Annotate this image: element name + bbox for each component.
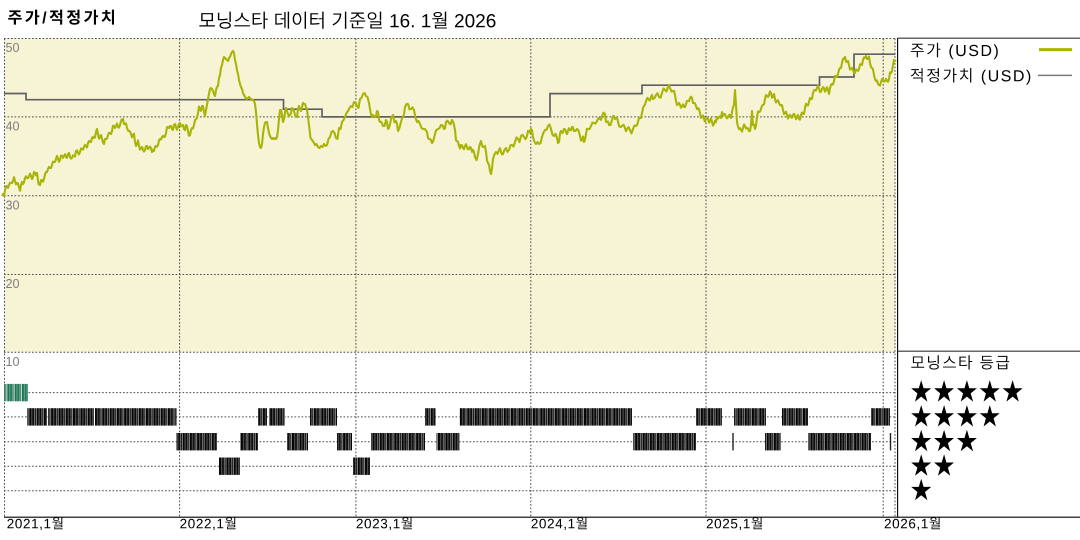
svg-text:10: 10 — [6, 355, 20, 369]
svg-text:30: 30 — [6, 198, 20, 212]
svg-text:50: 50 — [6, 41, 20, 55]
svg-text:20: 20 — [6, 277, 20, 291]
svg-text:40: 40 — [6, 120, 20, 134]
